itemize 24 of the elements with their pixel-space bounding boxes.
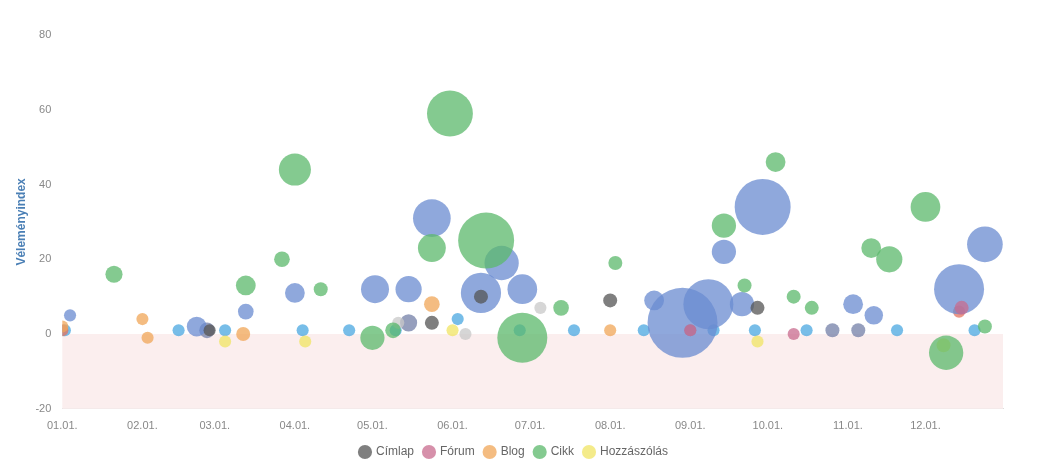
y-tick-label: 0 bbox=[45, 327, 52, 340]
legend-label: Cikk bbox=[550, 444, 575, 459]
x-tick-label: 02.01. bbox=[127, 419, 158, 432]
y-tick-label: 80 bbox=[39, 28, 52, 41]
legend-label: Blog bbox=[500, 444, 525, 459]
x-tick-label: 11.01. bbox=[833, 419, 863, 432]
y-tick-label: 60 bbox=[39, 102, 52, 115]
legend-label: Fórum bbox=[439, 444, 475, 459]
x-tick-label: 04.01. bbox=[279, 419, 311, 432]
x-tick-label: 06.01. bbox=[437, 419, 468, 432]
x-tick-label: 01.01. bbox=[47, 419, 78, 432]
legend-label: Hozzászólás bbox=[600, 444, 669, 459]
x-tick-label: 08.01. bbox=[594, 419, 626, 432]
x-tick-label: 09.01. bbox=[675, 419, 706, 432]
x-tick-label: 07.01. bbox=[514, 419, 546, 432]
x-tick-label: 10.01. bbox=[752, 419, 784, 432]
x-tick-label: 03.01. bbox=[199, 419, 231, 432]
x-tick-label: 05.01. bbox=[357, 419, 388, 432]
y-tick-label: -20 bbox=[35, 401, 52, 414]
y-tick-label: 20 bbox=[39, 252, 52, 265]
x-tick-label: 12.01. bbox=[910, 419, 941, 432]
legend-label: Címlap bbox=[375, 444, 415, 459]
y-axis-title: Véleményindex bbox=[13, 177, 28, 266]
y-tick-label: 40 bbox=[39, 177, 52, 190]
